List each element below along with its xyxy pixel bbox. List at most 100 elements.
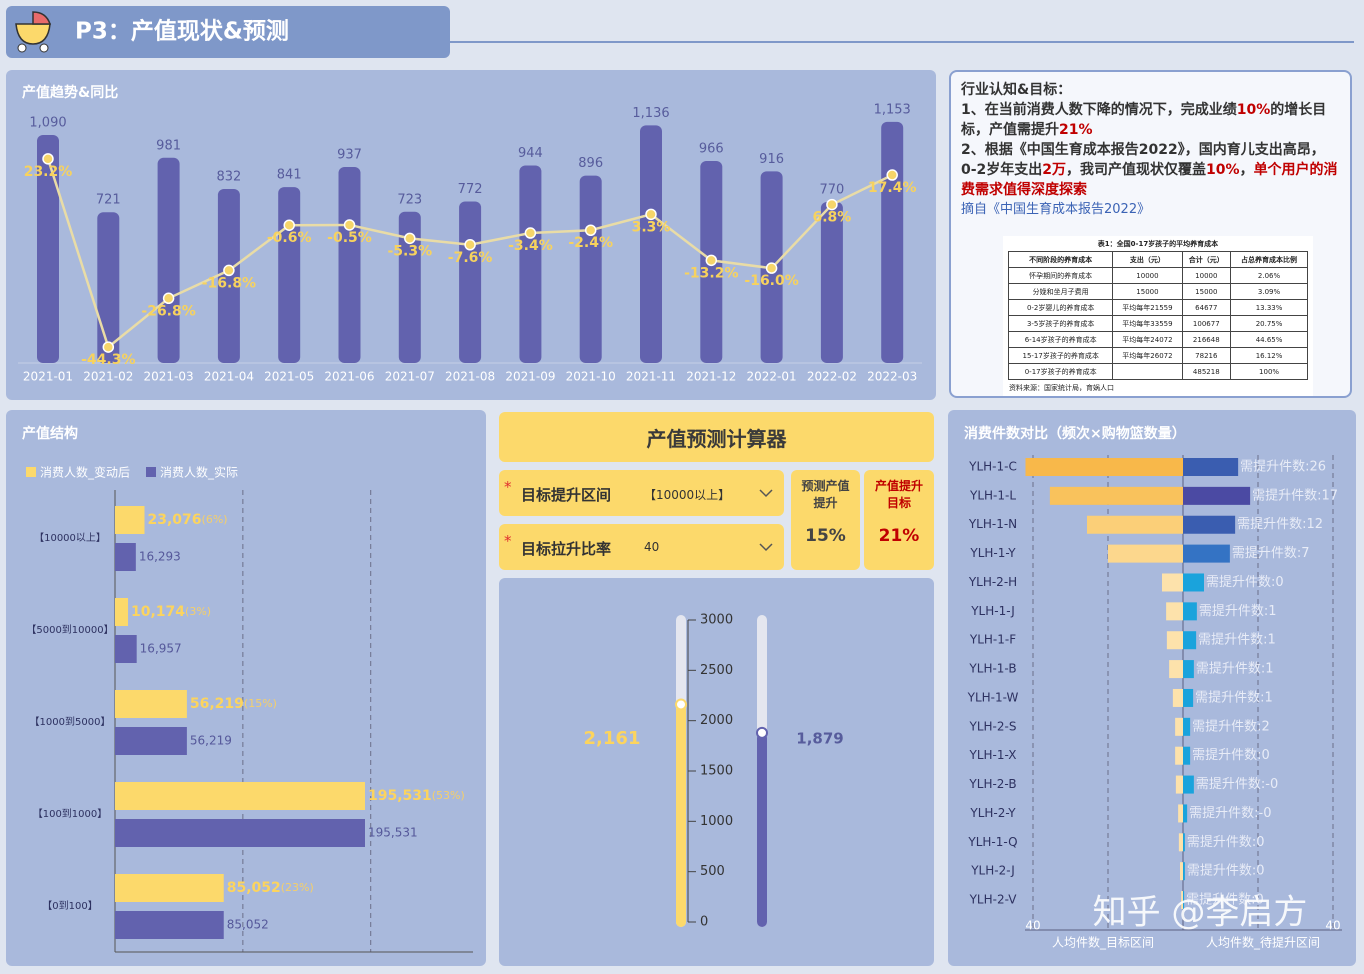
- kpi-label: 预测产值提升: [801, 479, 850, 510]
- bar-value-label: 195,531: [368, 826, 418, 840]
- need-label: 需提升件数:-0: [1189, 805, 1271, 821]
- table-header: 不同阶段的养育成本 支出（元） 合计（元） 占总养育成本比例: [1007, 251, 1308, 268]
- bar: [1183, 717, 1191, 736]
- share-label: (15%): [244, 697, 277, 710]
- share-label: (3%): [185, 605, 211, 618]
- line-value-label: -7.6%: [448, 250, 493, 266]
- line-value-label: 3.3%: [632, 219, 671, 235]
- line-value-label: -16.8%: [202, 275, 256, 291]
- need-label: 需提升件数:-0: [1196, 776, 1278, 792]
- table-body: 怀孕期间的养育成本 10000 10000 2.06% 分娩和坐月子费用 15000 150…: [1007, 267, 1308, 380]
- bar: [115, 782, 366, 810]
- need-label: 需提升件数:2: [1192, 718, 1270, 734]
- table-cell: [1112, 363, 1183, 380]
- x-tick-label: 2022-01: [747, 370, 797, 384]
- bar: [1166, 631, 1183, 650]
- y-tick-label: YLH-1-Y: [969, 546, 1016, 560]
- y-tick-label: 【5000到10000】: [26, 624, 113, 636]
- bar-value-label: 85,052: [227, 918, 269, 932]
- kpi-card: 预测产值提升 15%: [791, 470, 860, 570]
- line-value-label: -3.4%: [508, 238, 553, 254]
- bar: [1180, 862, 1183, 881]
- axis-title: 人均件数_目标区间: [1052, 935, 1154, 950]
- line-value-label: 23.2%: [24, 164, 73, 180]
- line-point: [162, 292, 175, 305]
- line-point: [464, 239, 476, 251]
- page-title: P3：产值现状&预测: [75, 18, 289, 45]
- bar-value-label: 721: [96, 193, 121, 208]
- y-tick-label: 0: [700, 915, 708, 930]
- y-tick-label: 1000: [700, 814, 733, 829]
- notes-text: 21%: [1059, 122, 1093, 138]
- y-tick-label: YLH-1-J: [970, 604, 1015, 618]
- y-tick-label: YLH-2-B: [968, 777, 1016, 791]
- bar-value-label: 772: [458, 182, 483, 197]
- bar: [1108, 544, 1183, 563]
- bar-value-label: 1,090: [29, 116, 66, 131]
- line-point: [404, 232, 416, 245]
- need-label: 需提升件数:12: [1237, 516, 1323, 532]
- y-tick-label: YLH-1-X: [969, 748, 1017, 762]
- bar: [1183, 804, 1188, 823]
- bar: [1183, 746, 1191, 765]
- kpi-label: 产值提升目标: [874, 479, 923, 510]
- legend-swatch: [26, 467, 36, 477]
- bar: [115, 598, 129, 626]
- bar-value-label: 16,293: [139, 550, 181, 564]
- dropdown[interactable]: * 目标提升区间 【10000以上】: [499, 470, 784, 516]
- y-tick-label: 3000: [700, 613, 733, 628]
- y-tick-label: YLH-1-F: [969, 633, 1016, 647]
- bar-value-label: 1,136: [632, 106, 669, 121]
- bar-value-label: 56,219: [190, 696, 244, 712]
- bar-value-label: 16,957: [140, 642, 182, 656]
- bar: [1183, 688, 1194, 707]
- y-tick-label: YLH-2-J: [970, 864, 1015, 878]
- bar: [1183, 631, 1197, 650]
- y-tick-label: YLH-1-C: [968, 460, 1017, 474]
- bar: [1162, 573, 1183, 592]
- slider-fill: [757, 732, 767, 927]
- line-point: [584, 224, 597, 236]
- line-point: [826, 198, 838, 211]
- x-tick-label: 2021-08: [445, 370, 495, 384]
- line-point: [765, 262, 778, 274]
- field-label: 目标拉升比率: [521, 540, 612, 558]
- bar: [1183, 660, 1194, 679]
- notes-paragraph: 1、在当前消费人数下降的情况下，完成业绩10%的增长目标，产值需提升21%: [961, 100, 1340, 140]
- bar: [115, 506, 145, 534]
- bar: [1025, 458, 1183, 476]
- reference-image: 表1：全国0-17岁孩子的平均养育成本 不同阶段的养育成本 支出（元） 合计（元）占…: [1003, 236, 1313, 396]
- need-label: 需提升件数:1: [1199, 603, 1277, 619]
- bar: [1183, 833, 1185, 852]
- line-value-label: -0.6%: [267, 230, 312, 246]
- line-point: [283, 219, 295, 231]
- table-caption: 表1：全国0-17岁孩子的平均养育成本: [1097, 240, 1219, 248]
- x-tick-label: 2021-06: [324, 370, 374, 384]
- bar: [1183, 891, 1185, 910]
- bar: [1183, 486, 1251, 505]
- need-label: 需提升件数:0: [1187, 863, 1265, 879]
- notes-body: 1、在当前消费人数下降的情况下，完成业绩10%的增长目标，产值需提升21% 2、根…: [961, 100, 1340, 200]
- line-point: [886, 169, 898, 181]
- bar: [1183, 458, 1239, 476]
- dropdown[interactable]: * 目标拉升比率 40: [499, 524, 784, 570]
- bar: [97, 212, 120, 363]
- y-tick-label: YLH-2-Y: [969, 806, 1016, 820]
- bar: [1183, 862, 1185, 881]
- y-tick-label: 500: [700, 864, 725, 879]
- notes-title: 行业认知&目标：: [961, 82, 1072, 98]
- bar: [579, 175, 602, 363]
- field-value: 40: [644, 540, 660, 554]
- bar-value-label: 832: [216, 169, 241, 184]
- bar: [1183, 544, 1230, 563]
- table-row: 怀孕期间的养育成本 10000 10000 2.06%: [1007, 267, 1308, 284]
- bar-value-label: 916: [759, 152, 784, 167]
- chevron: [759, 543, 773, 552]
- need-label: 需提升件数:0: [1206, 574, 1284, 590]
- bar: [1169, 660, 1183, 679]
- y-tick-label: 【10000以上】: [34, 532, 106, 544]
- y-tick-label: 2500: [700, 663, 733, 678]
- slider-value: 2,161: [584, 728, 641, 749]
- bar: [338, 167, 361, 363]
